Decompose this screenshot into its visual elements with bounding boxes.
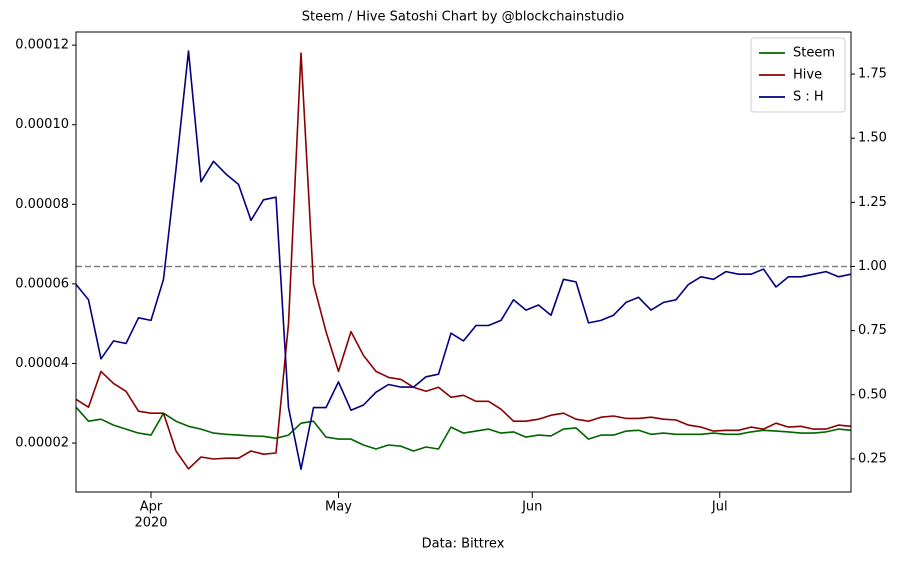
x-tick-label: Jun	[521, 500, 542, 515]
x-tick-label: Apr	[140, 500, 163, 515]
y-tick-label: 0.00002	[15, 436, 69, 451]
y-tick-label: 0.00006	[15, 276, 69, 291]
x-tick-label: Jul	[711, 500, 728, 515]
y2-tick-label: 0.75	[858, 323, 887, 338]
series-line	[75, 52, 852, 470]
legend-box	[750, 37, 846, 113]
plot-frame	[75, 31, 852, 493]
y2-tick-label: 1.75	[858, 67, 887, 82]
y-tick-label: 0.00012	[15, 38, 69, 53]
legend-label: Hive	[793, 68, 822, 83]
y2-tick-label: 1.50	[858, 131, 887, 146]
chart-title: Steem / Hive Satoshi Chart by @blockchai…	[302, 10, 624, 25]
y-tick-label: 0.00010	[15, 117, 69, 132]
y-tick-label: 0.00008	[15, 197, 69, 212]
y2-tick-label: 0.50	[858, 387, 887, 402]
x-axis-label: Data: Bittrex	[422, 537, 505, 552]
legend-label: Steem	[793, 46, 835, 61]
y2-tick-label: 0.25	[858, 451, 887, 466]
y2-tick-label: 1.25	[858, 195, 887, 210]
y2-tick-label: 1.00	[858, 259, 887, 274]
y-tick-label: 0.00004	[15, 356, 69, 371]
x-year-label: 2020	[134, 516, 167, 531]
legend-label: S : H	[793, 90, 824, 105]
x-tick-label: May	[325, 500, 352, 515]
series-line	[75, 50, 852, 470]
series-line	[75, 406, 852, 452]
